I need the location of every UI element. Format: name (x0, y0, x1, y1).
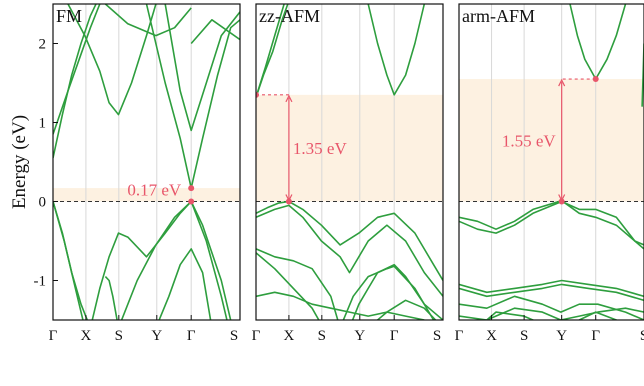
band-line (367, 4, 426, 96)
band-line (145, 4, 240, 189)
gap-region (53, 188, 240, 202)
gap-label: 0.17 eV (127, 181, 182, 200)
panel-frame (458, 3, 644, 321)
y-tick-label: 0 (39, 195, 47, 211)
band-line (569, 4, 627, 80)
band-line (164, 4, 240, 132)
panel-1 (256, 4, 443, 320)
band-line (376, 299, 437, 320)
gap-label: 1.55 eV (502, 131, 557, 150)
band-line (53, 4, 97, 159)
panel-title: FM (56, 6, 82, 26)
band-line (120, 200, 228, 320)
x-tick-label: S (640, 328, 644, 344)
x-tick-label: Γ (252, 328, 261, 344)
x-tick-label: X (80, 328, 91, 344)
gap-arrowhead-up (285, 94, 293, 103)
band-line (256, 4, 289, 98)
band-line (104, 276, 118, 320)
band-line (53, 4, 101, 135)
vbm-marker (285, 198, 292, 205)
vbm-marker (188, 198, 195, 205)
gap-arrowhead-up (558, 78, 566, 87)
panel-frame (255, 3, 444, 321)
y-tick-label: 1 (39, 116, 47, 132)
gap-label: 1.35 eV (293, 139, 348, 158)
band-line (256, 248, 339, 320)
cbm-marker (256, 91, 259, 98)
x-tick-label: S (115, 328, 123, 344)
band-line (577, 311, 619, 320)
cbm-marker (188, 185, 195, 192)
band-line (190, 19, 240, 45)
x-tick-label: Γ (49, 328, 58, 344)
panel-0 (53, 4, 240, 320)
y-axis-label: Energy (eV) (9, 115, 30, 209)
x-tick-label: S (318, 328, 326, 344)
band-line (459, 283, 644, 302)
x-tick-label: Y (354, 328, 365, 344)
x-tick-label: Γ (591, 328, 600, 344)
x-tick-label: Γ (390, 328, 399, 344)
x-tick-label: Y (556, 328, 567, 344)
band-line (256, 252, 320, 320)
x-tick-label: Γ (455, 328, 464, 344)
x-tick-label: Γ (187, 328, 196, 344)
band-line (256, 200, 443, 281)
band-line (485, 311, 535, 320)
x-tick-label: S (520, 328, 528, 344)
band-line (459, 199, 644, 246)
x-tick-label: S (230, 328, 238, 344)
vbm-marker (558, 198, 565, 205)
band-line (53, 201, 84, 320)
gap-region (256, 94, 443, 202)
band-line (256, 291, 425, 320)
x-tick-label: Y (151, 328, 162, 344)
band-line (342, 265, 435, 320)
gap-region (459, 79, 644, 202)
band-line (158, 248, 212, 320)
x-tick-label: S (433, 328, 441, 344)
cbm-marker (592, 76, 599, 83)
y-tick-label: -1 (34, 274, 47, 290)
panel-title: arm-AFM (462, 6, 535, 26)
band-line (459, 279, 644, 298)
band-line (91, 200, 232, 320)
band-line (256, 204, 443, 297)
x-tick-label: X (283, 328, 294, 344)
band-line (351, 263, 443, 320)
band-line (67, 4, 157, 116)
panel-2 (459, 4, 644, 320)
panel-title: zz-AFM (259, 6, 320, 26)
band-line (104, 4, 192, 37)
y-tick-label: 2 (39, 37, 47, 53)
panel-frame (52, 3, 241, 321)
band-line (459, 307, 644, 320)
x-tick-label: X (486, 328, 497, 344)
